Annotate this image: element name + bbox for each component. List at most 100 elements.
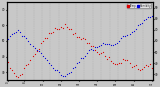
Point — [62, 75, 64, 77]
Point — [142, 66, 145, 68]
Point — [150, 16, 153, 17]
Point — [148, 16, 151, 18]
Point — [19, 32, 22, 33]
Point — [80, 39, 82, 40]
Point — [124, 35, 127, 37]
Point — [138, 69, 141, 71]
Point — [64, 76, 66, 77]
Point — [76, 37, 78, 38]
Point — [92, 46, 94, 47]
Point — [142, 19, 145, 20]
Point — [9, 36, 12, 37]
Point — [122, 58, 125, 60]
Point — [100, 52, 103, 54]
Point — [72, 33, 74, 34]
Point — [124, 59, 127, 60]
Point — [7, 38, 10, 39]
Point — [41, 55, 44, 57]
Point — [112, 45, 115, 46]
Point — [140, 22, 143, 23]
Point — [136, 25, 139, 26]
Point — [62, 28, 64, 29]
Point — [60, 27, 62, 28]
Point — [29, 43, 32, 45]
Point — [37, 50, 40, 52]
Point — [25, 37, 28, 39]
Point — [64, 23, 66, 25]
Point — [35, 49, 38, 51]
Point — [82, 37, 84, 38]
Point — [80, 58, 82, 59]
Point — [150, 67, 153, 68]
Point — [19, 74, 22, 76]
Point — [70, 28, 72, 29]
Point — [130, 31, 133, 33]
Point — [56, 28, 58, 29]
Point — [23, 35, 26, 37]
Point — [66, 73, 68, 75]
Point — [120, 62, 123, 64]
Point — [74, 32, 76, 33]
Point — [17, 76, 20, 77]
Point — [43, 37, 46, 38]
Point — [108, 43, 111, 44]
Point — [68, 29, 70, 30]
Point — [43, 58, 46, 59]
Point — [104, 56, 107, 57]
Point — [118, 40, 121, 41]
Point — [11, 33, 14, 35]
Point — [72, 68, 74, 69]
Point — [21, 74, 24, 75]
Point — [136, 69, 139, 70]
Point — [33, 48, 36, 49]
Point — [11, 70, 14, 71]
Point — [126, 59, 129, 60]
Point — [128, 63, 131, 64]
Point — [13, 33, 16, 34]
Point — [130, 66, 133, 67]
Point — [37, 48, 40, 50]
Point — [114, 43, 117, 44]
Point — [31, 45, 34, 46]
Point — [98, 53, 100, 55]
Point — [94, 49, 96, 50]
Point — [9, 67, 12, 69]
Point — [31, 55, 34, 57]
Point — [68, 72, 70, 74]
Point — [21, 35, 24, 37]
Point — [78, 61, 80, 63]
Point — [13, 72, 16, 74]
Point — [29, 59, 32, 61]
Point — [144, 19, 147, 20]
Point — [104, 43, 107, 44]
Point — [88, 49, 90, 51]
Point — [57, 72, 60, 73]
Point — [74, 66, 76, 68]
Point — [52, 31, 54, 33]
Point — [84, 38, 86, 39]
Point — [112, 62, 115, 63]
Point — [144, 64, 147, 65]
Point — [116, 64, 119, 65]
Point — [90, 49, 92, 50]
Point — [90, 45, 92, 47]
Point — [146, 17, 149, 18]
Point — [49, 32, 52, 34]
Point — [98, 45, 100, 46]
Point — [84, 55, 86, 56]
Point — [108, 57, 111, 58]
Point — [120, 37, 123, 39]
Point — [82, 57, 84, 59]
Point — [102, 52, 104, 53]
Point — [138, 24, 141, 25]
Point — [25, 64, 28, 66]
Point — [134, 29, 137, 30]
Point — [45, 37, 48, 39]
Point — [57, 28, 60, 29]
Point — [53, 27, 56, 28]
Point — [110, 45, 113, 46]
Point — [39, 52, 42, 54]
Point — [86, 52, 88, 54]
Point — [118, 62, 121, 64]
Point — [76, 62, 78, 64]
